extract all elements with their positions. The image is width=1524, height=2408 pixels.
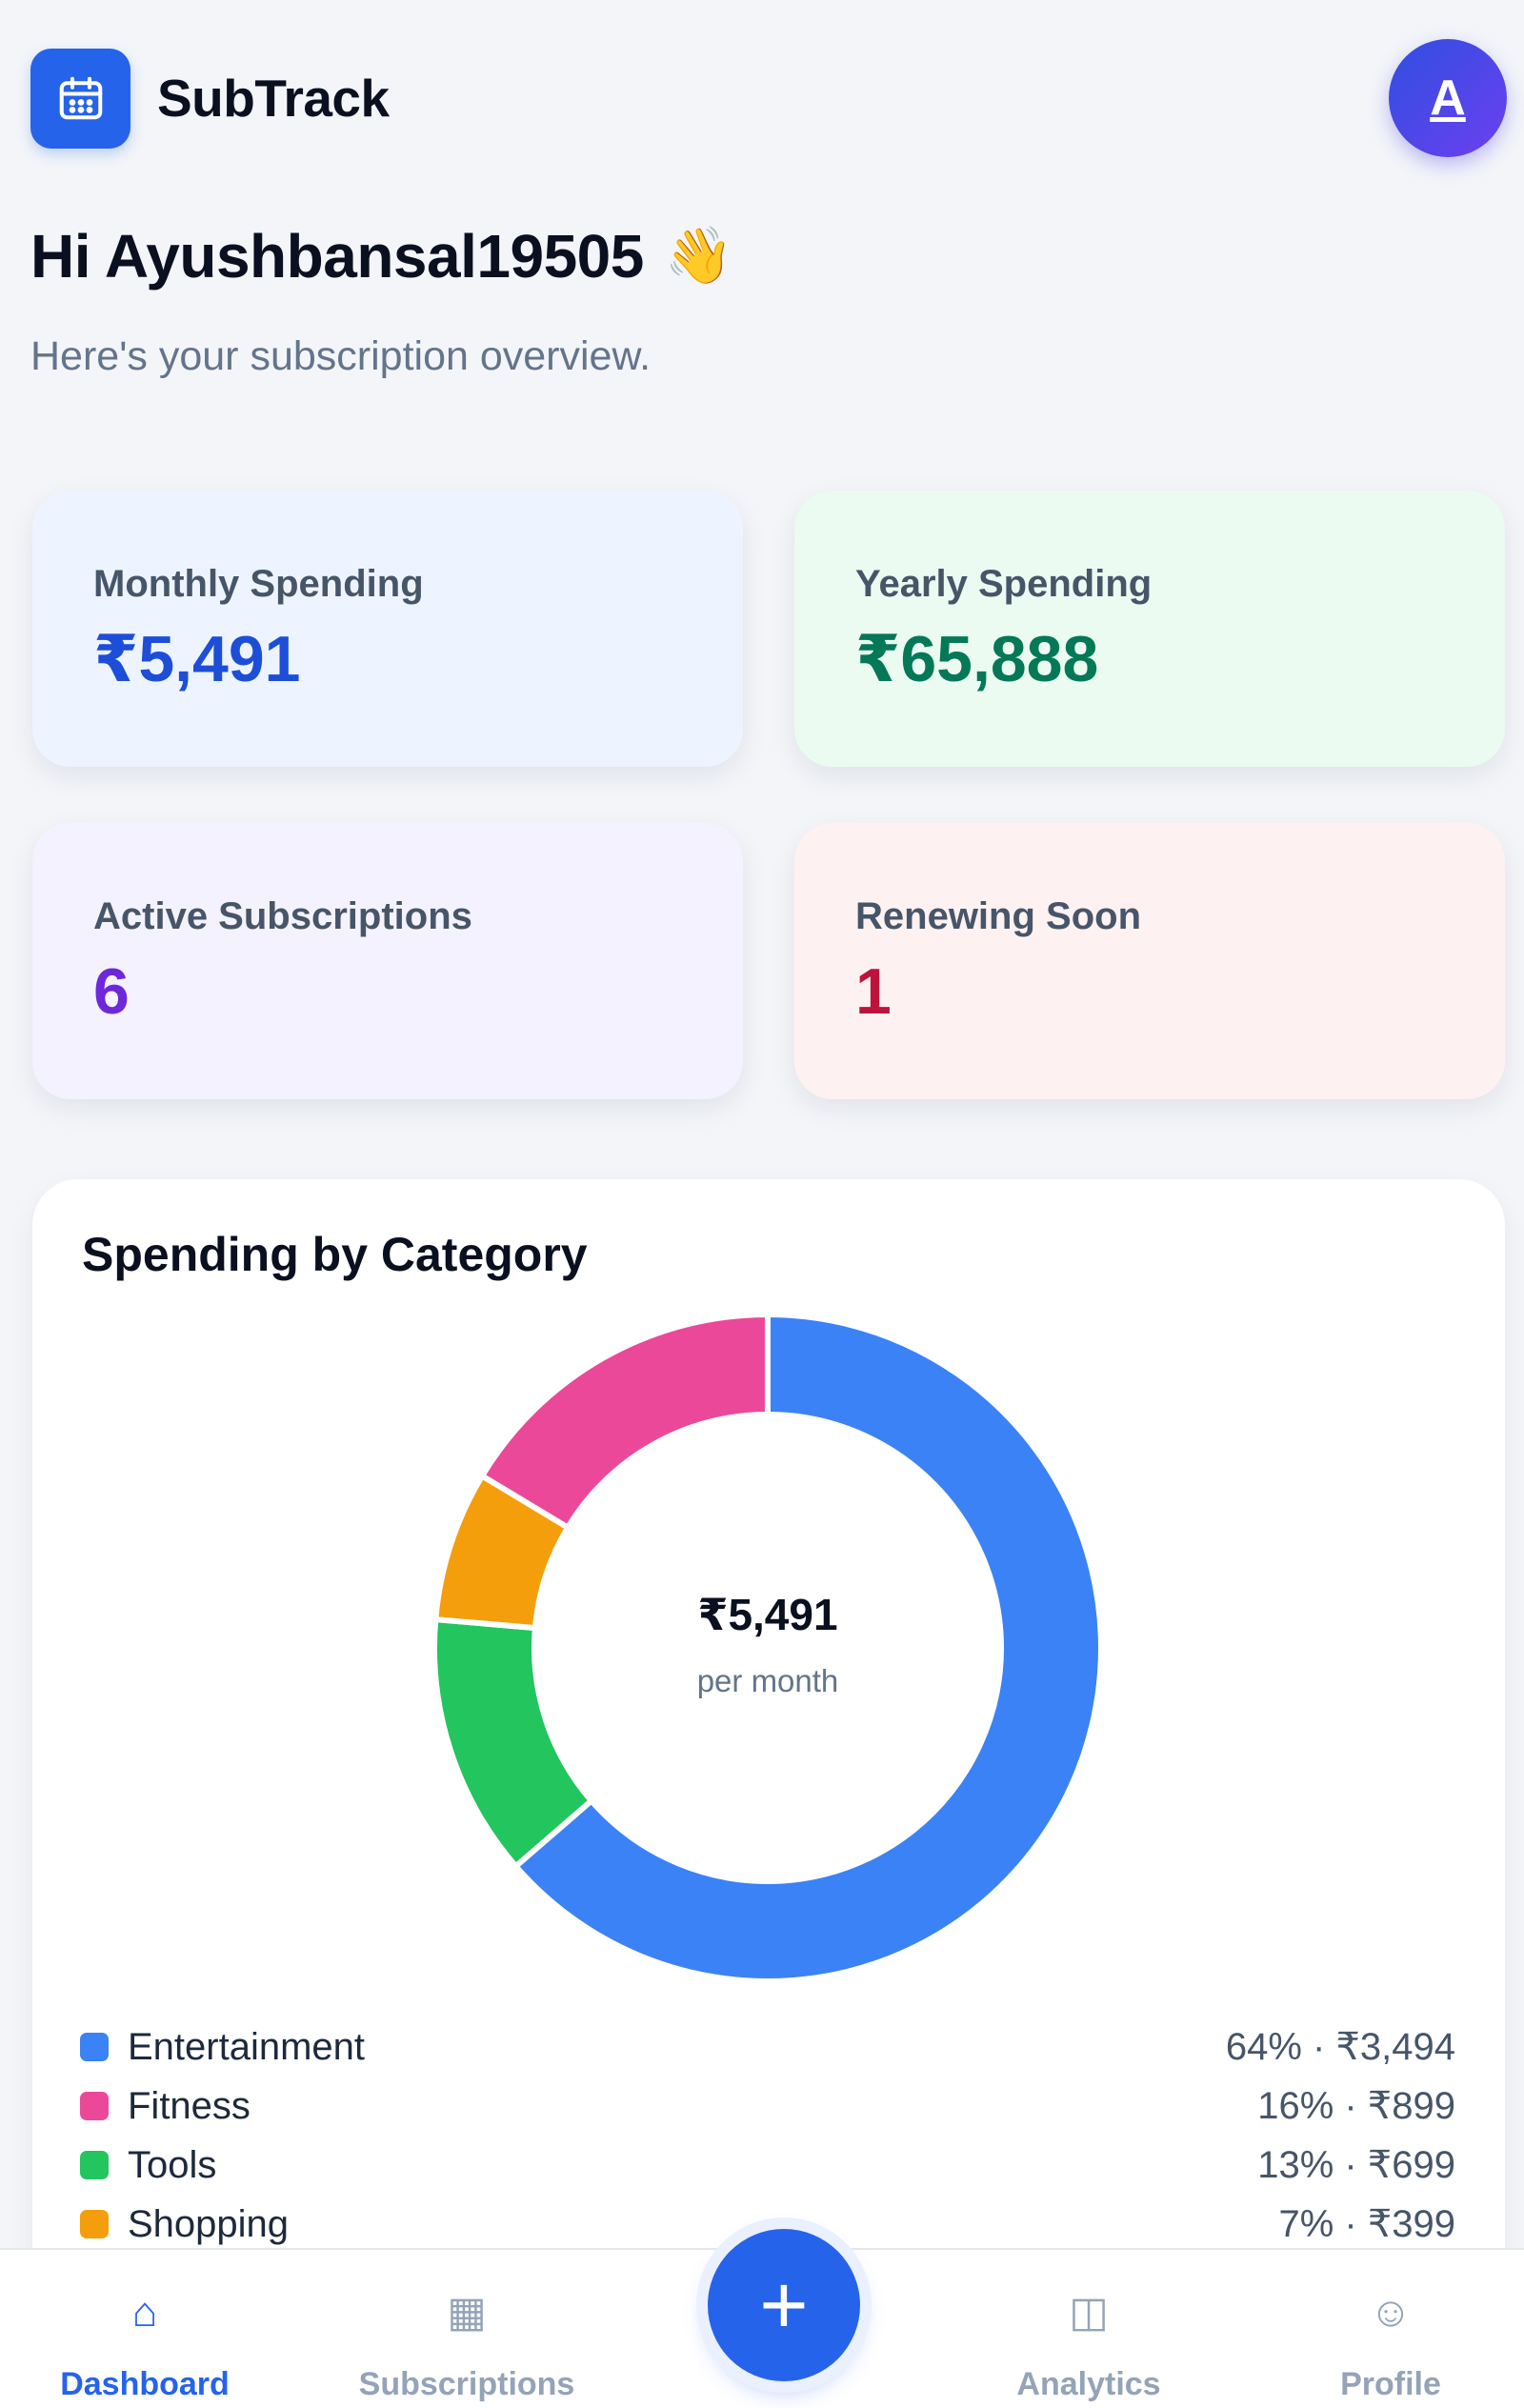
legend-item: Tools 13% · ₹699 [80, 2136, 1455, 2195]
nav-subscriptions[interactable]: ▦ Subscriptions [314, 2250, 619, 2408]
greeting-title: Hi Ayushbansal19505 [30, 222, 644, 291]
chart-legend: Entertainment 64% · ₹3,494 Fitness 16% ·… [80, 2017, 1455, 2254]
smiley-icon: ☺ [1369, 2289, 1413, 2336]
monthly-spending-value: ₹5,491 [93, 623, 301, 695]
legend-value: 16% · ₹899 [1257, 2085, 1455, 2127]
renewing-soon-card[interactable]: Renewing Soon 1 [794, 823, 1505, 1099]
legend-item: Entertainment 64% · ₹3,494 [80, 2017, 1455, 2077]
donut-chart [431, 1311, 1104, 1984]
waving-hand-icon: 👋 [664, 225, 734, 287]
monthly-spending-label: Monthly Spending [93, 563, 424, 605]
spending-by-category-card: Spending by Category ₹5,491 per month En… [32, 1179, 1505, 2408]
brand[interactable]: SubTrack [30, 48, 390, 149]
donut-center-amount: ₹5,491 [697, 1590, 838, 1639]
active-subscriptions-card[interactable]: Active Subscriptions 6 [32, 823, 743, 1099]
legend-swatch [80, 2033, 109, 2061]
nav-profile[interactable]: ☺ Profile [1238, 2250, 1524, 2408]
top-header: SubTrack A [30, 39, 1507, 157]
monthly-spending-card[interactable]: Monthly Spending ₹5,491 [32, 491, 743, 767]
legend-swatch [80, 2092, 109, 2120]
legend-value: 64% · ₹3,494 [1225, 2026, 1455, 2068]
donut-slice-fitness[interactable] [478, 1311, 771, 1532]
legend-value: 7% · ₹399 [1278, 2203, 1455, 2245]
yearly-spending-label: Yearly Spending [855, 563, 1153, 605]
legend-swatch [80, 2210, 109, 2238]
grid-icon: ▦ [447, 2289, 487, 2336]
nav-analytics[interactable]: ◫ Analytics [936, 2250, 1241, 2408]
donut-slice-entertainment[interactable] [511, 1311, 1104, 1984]
donut-center-label: per month [696, 1663, 839, 1698]
calendar-icon [30, 48, 130, 149]
yearly-spending-value: ₹65,888 [855, 623, 1099, 695]
nav-dashboard-label: Dashboard [60, 2366, 230, 2402]
legend-name: Entertainment [128, 2025, 366, 2068]
app-name: SubTrack [157, 69, 390, 128]
home-icon: ⌂ [131, 2289, 158, 2336]
legend-item: Shopping 7% · ₹399 [80, 2195, 1455, 2254]
legend-name: Shopping [128, 2202, 290, 2245]
columns-icon: ◫ [1069, 2289, 1109, 2336]
avatar[interactable]: A [1389, 39, 1507, 157]
nav-analytics-label: Analytics [1016, 2366, 1161, 2402]
greeting: Hi Ayushbansal19505 👋 [30, 221, 733, 291]
renewing-soon-label: Renewing Soon [855, 895, 1141, 937]
add-subscription-button[interactable]: + [708, 2229, 860, 2381]
nav-profile-label: Profile [1340, 2366, 1441, 2402]
nav-subscriptions-label: Subscriptions [358, 2366, 575, 2402]
legend-value: 13% · ₹699 [1257, 2144, 1455, 2186]
yearly-spending-card[interactable]: Yearly Spending ₹65,888 [794, 491, 1505, 767]
legend-item: Fitness 16% · ₹899 [80, 2077, 1455, 2136]
renewing-soon-value: 1 [855, 955, 892, 1028]
legend-name: Fitness [128, 2084, 251, 2127]
greeting-subtitle: Here's your subscription overview. [30, 333, 652, 379]
active-subscriptions-value: 6 [93, 955, 130, 1028]
active-subscriptions-label: Active Subscriptions [93, 895, 472, 937]
legend-swatch [80, 2151, 109, 2179]
chart-title: Spending by Category [82, 1228, 588, 1281]
nav-dashboard[interactable]: ⌂ Dashboard [0, 2250, 297, 2408]
legend-name: Tools [128, 2143, 217, 2186]
